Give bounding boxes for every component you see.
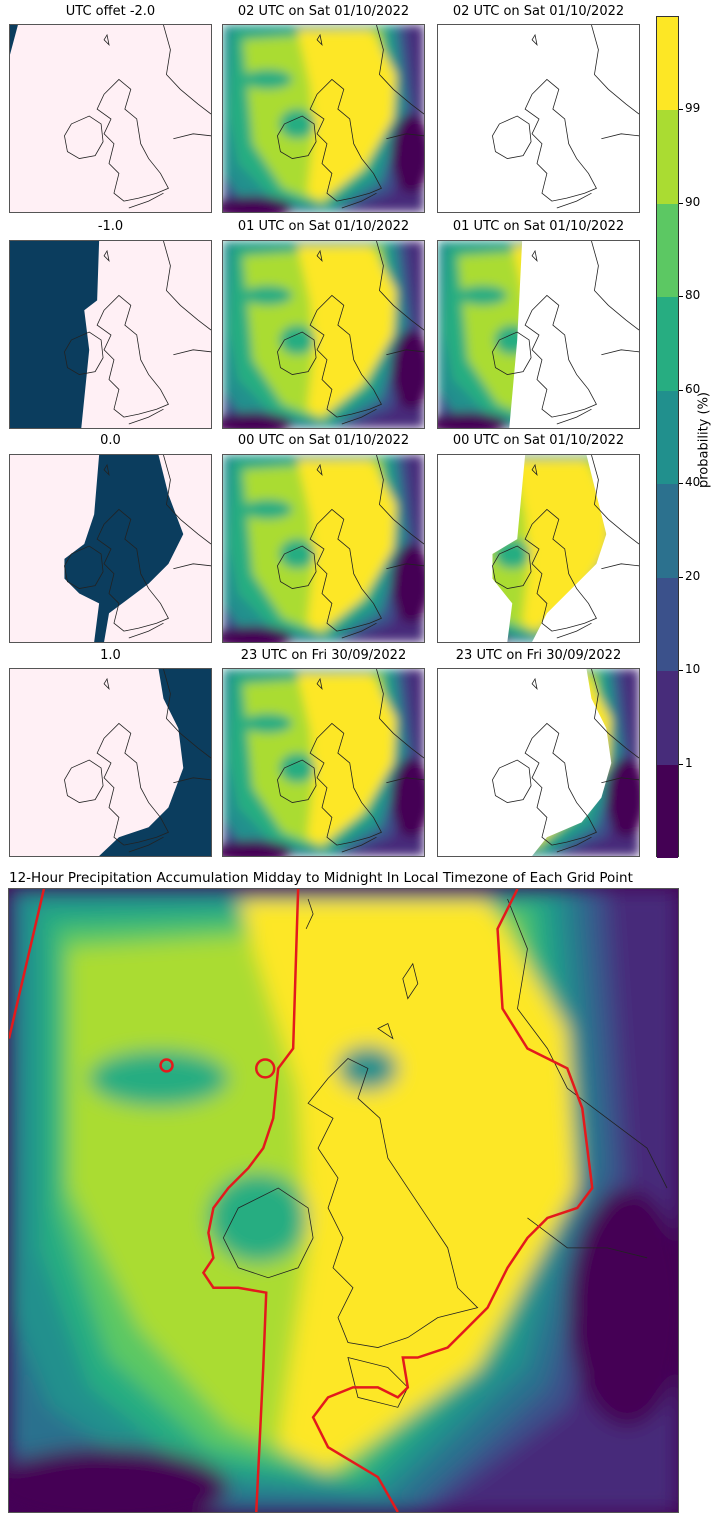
panel-title-r2-c1: -1.0 [97,219,124,234]
colorbar-label: probability (%) [696,392,712,488]
panel-title-r2-c2: 01 UTC on Sat 01/10/2022 [237,219,410,234]
colorbar-tick-label: 1 [685,755,693,770]
colorbar-tick-mark [679,202,683,204]
panel-title-r3-c3: 00 UTC on Sat 01/10/2022 [452,433,625,448]
probability-field [9,889,678,1512]
map-panel-r3-c1 [9,454,212,643]
main-map [8,888,679,1513]
map-panel-r3-c2 [222,454,425,643]
panel-title-r3-c2: 00 UTC on Sat 01/10/2022 [237,433,410,448]
colorbar-segment-7 [657,203,678,298]
main-map-svg [9,889,678,1512]
map-panel-r1-c1 [9,24,212,213]
colorbar-tick-mark [679,389,683,391]
colorbar-tick-label: 90 [685,194,701,209]
panel-title-r1-c3: 02 UTC on Sat 01/10/2022 [452,4,625,19]
colorbar-tick-mark [679,576,683,578]
panel-title-r4-c3: 23 UTC on Fri 30/09/2022 [455,648,622,663]
coastlines [222,898,668,1408]
map-panel-r3-c3 [437,454,640,643]
colorbar-tick-label: 99 [685,101,701,116]
main-map-title: 12-Hour Precipitation Accumulation Midda… [9,870,633,886]
colorbar-tick-label: 80 [685,288,701,303]
colorbar-tick-label: 60 [685,381,701,396]
colorbar-tick-mark [679,763,683,765]
colorbar-tick-mark [679,109,683,111]
panel-title-r4-c1: 1.0 [100,648,121,663]
colorbar-tick-mark [679,483,683,485]
map-panel-r1-c3 [437,24,640,213]
colorbar-segment-8 [657,110,678,204]
colorbar-segment-5 [657,390,678,485]
map-panel-r4-c3 [437,668,640,857]
colorbar-tick-mark [679,296,683,298]
colorbar-tick-mark [679,670,683,672]
map-panel-r4-c2 [222,668,425,857]
colorbar-segment-6 [657,297,678,391]
colorbar-tick-label: 40 [685,475,701,490]
colorbar-segment-1 [657,764,678,858]
colorbar-segment-9 [657,17,678,111]
colorbar [656,16,679,858]
map-panel-r1-c2 [222,24,425,213]
panel-title-r1-c2: 02 UTC on Sat 01/10/2022 [237,4,410,19]
colorbar-tick-label: 10 [685,662,701,677]
panel-title-r1-c1: UTC offet -2.0 [65,4,156,19]
colorbar-segment-2 [657,671,678,765]
map-panel-r2-c3 [437,240,640,429]
colorbar-segment-3 [657,577,678,672]
map-panel-r2-c2 [222,240,425,429]
colorbar-segment-4 [657,484,678,578]
map-panel-r4-c1 [9,668,212,857]
panel-title-r2-c3: 01 UTC on Sat 01/10/2022 [452,219,625,234]
panel-title-r3-c1: 0.0 [100,433,121,448]
panel-title-r4-c2: 23 UTC on Fri 30/09/2022 [240,648,407,663]
map-panel-r2-c1 [9,240,212,429]
colorbar-tick-label: 20 [685,568,701,583]
timezone-boundaries [9,889,594,1512]
